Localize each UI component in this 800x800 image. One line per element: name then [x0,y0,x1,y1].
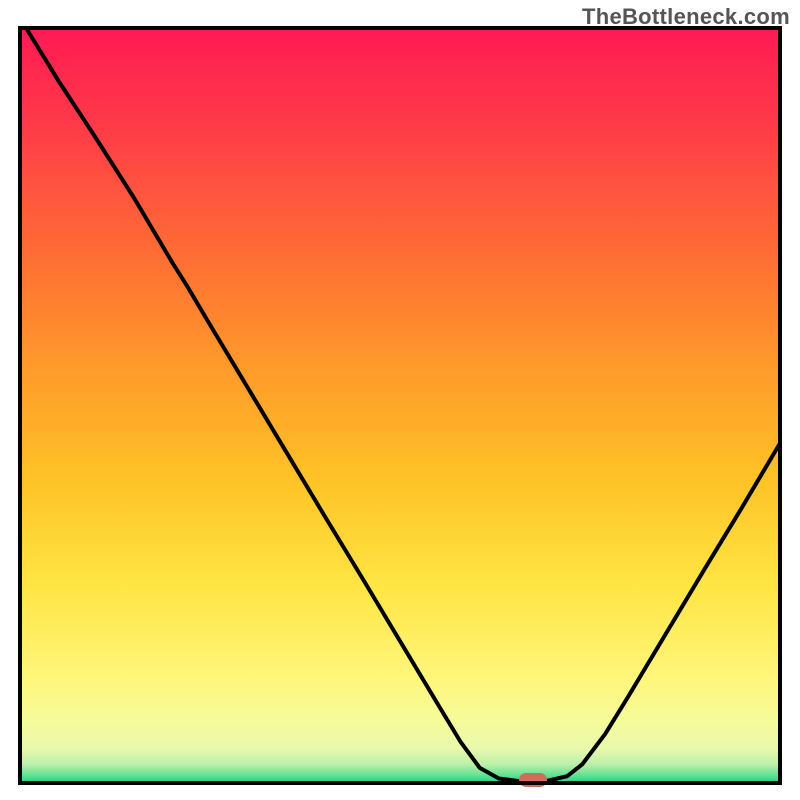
watermark-text: TheBottleneck.com [582,4,790,30]
plot-background [20,28,780,783]
bottleneck-chart [0,0,800,800]
chart-container: TheBottleneck.com [0,0,800,800]
